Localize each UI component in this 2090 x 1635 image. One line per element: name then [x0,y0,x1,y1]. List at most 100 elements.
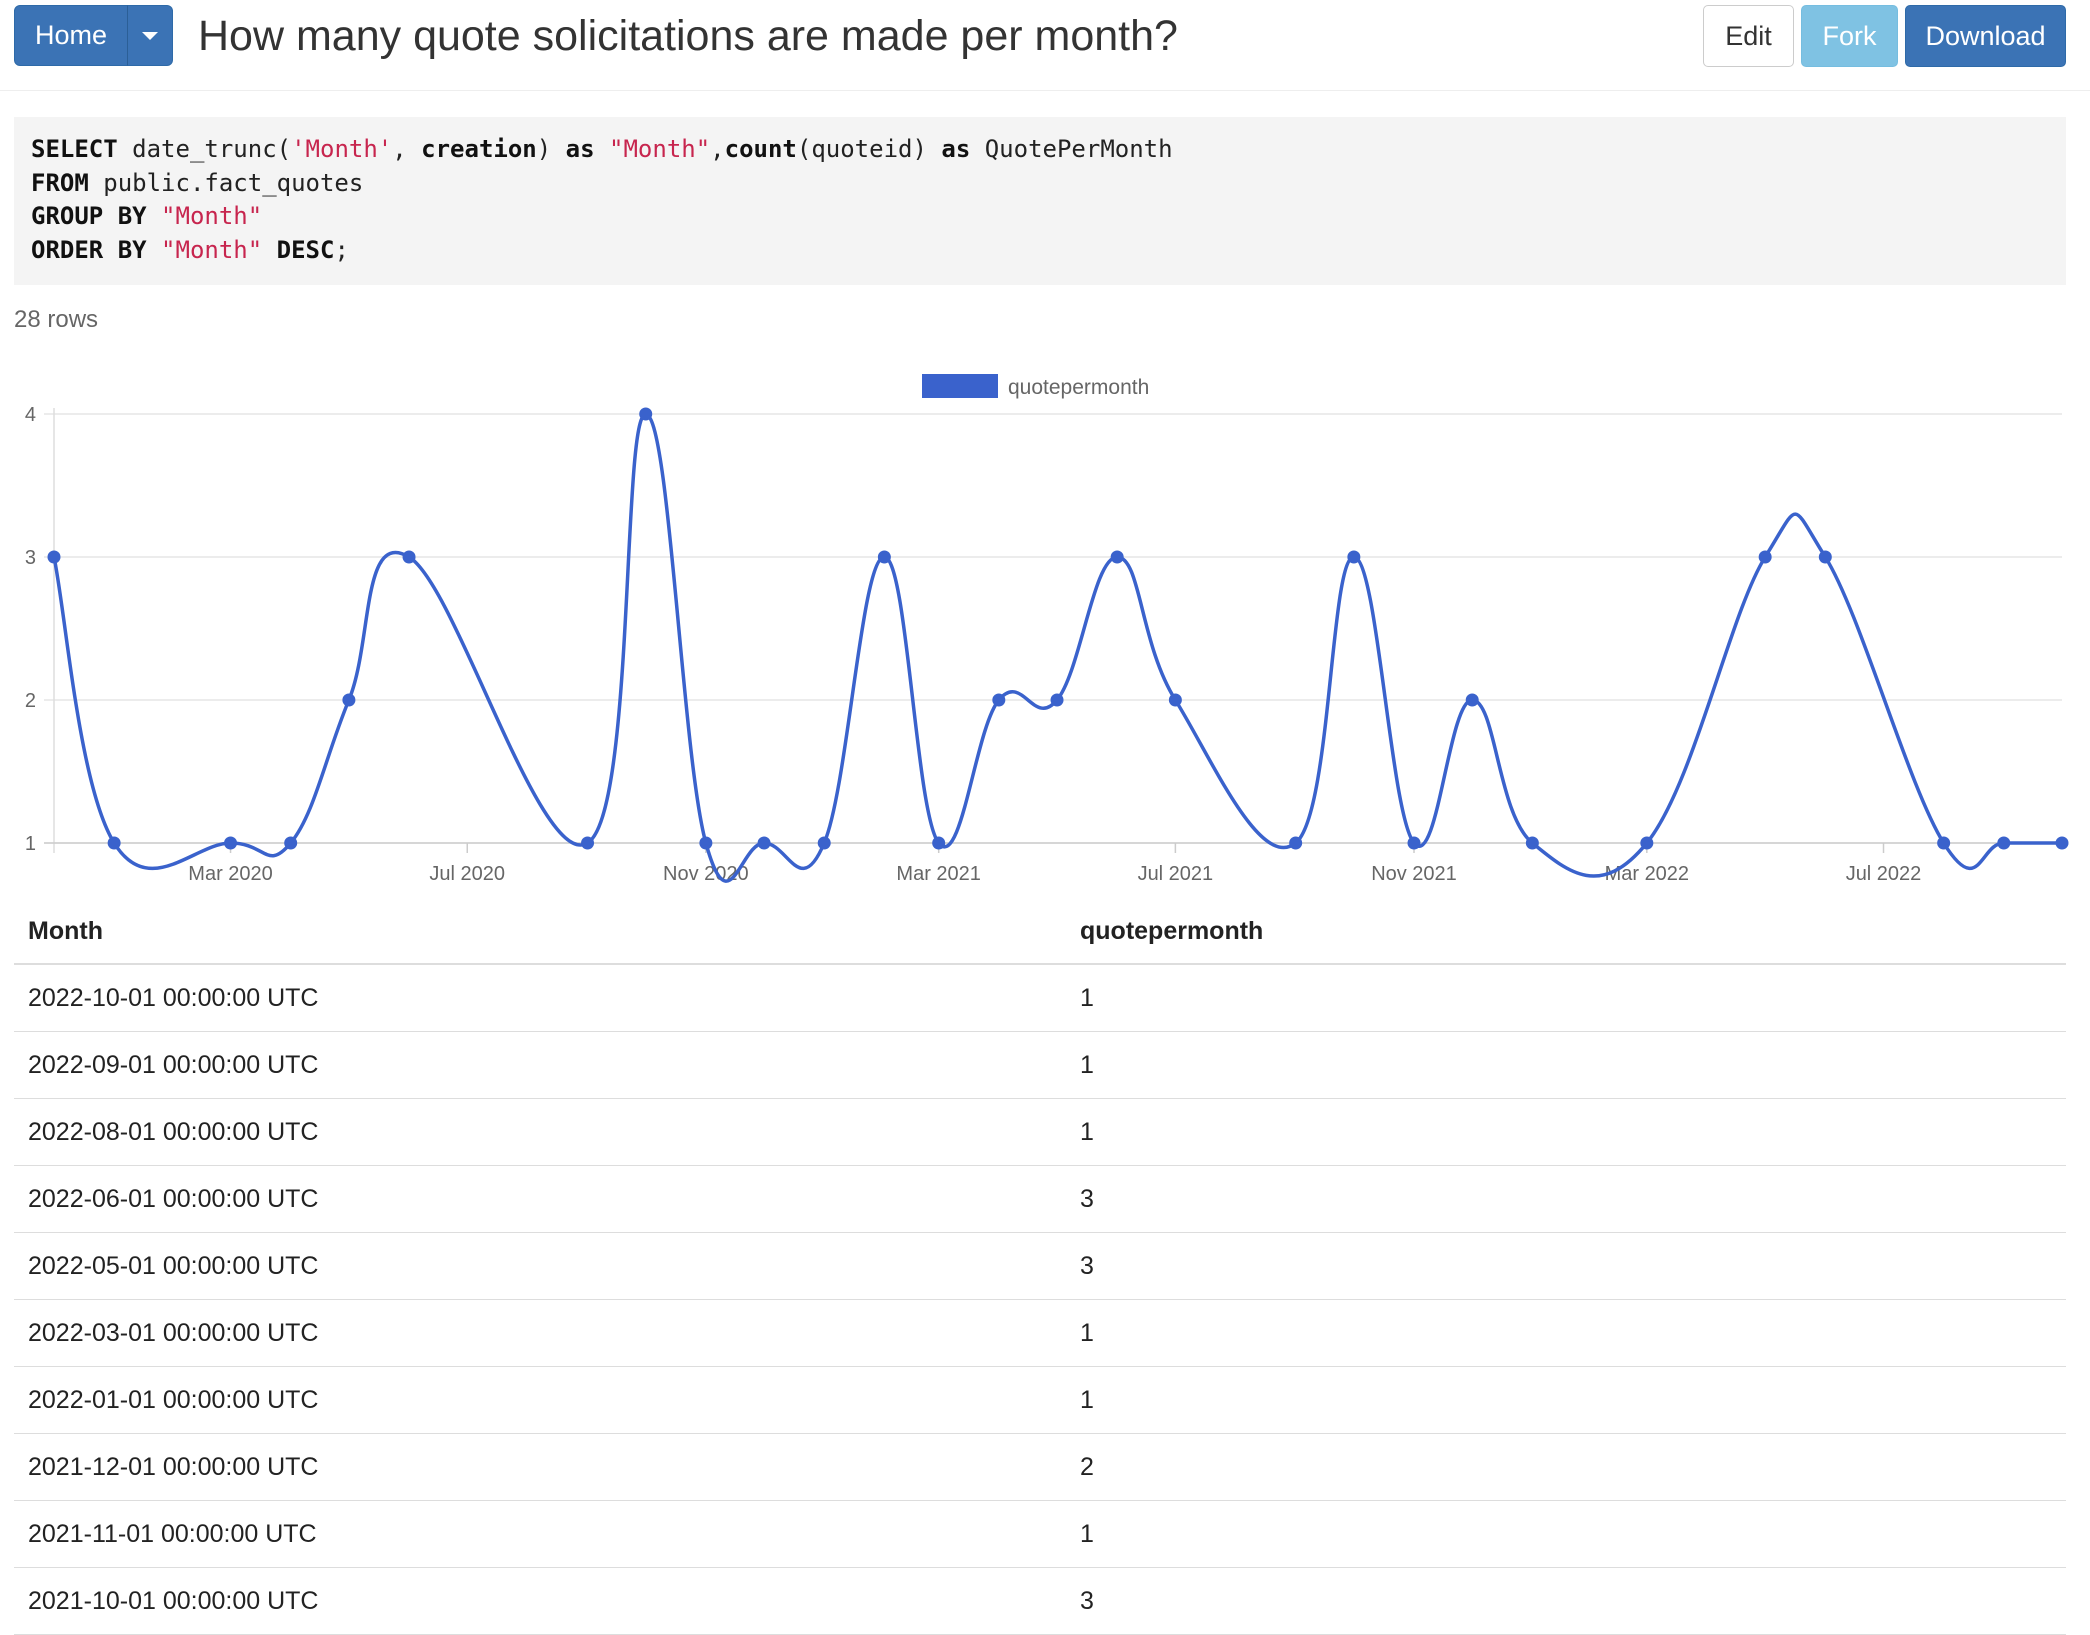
data-point [1758,550,1772,564]
edit-button[interactable]: Edit [1703,5,1794,67]
cell-quotepermonth: 1 [1066,1299,2066,1367]
sql-string: "Month" [609,135,711,163]
data-point [1525,836,1539,850]
y-tick-label: 4 [25,404,36,426]
sql-line: SELECT date_trunc('Month', creation) as … [31,133,2049,167]
table-row: 2022-06-01 00:00:00 UTC 3 [14,1165,2066,1233]
sql-text: , [392,135,422,163]
sql-query-block: SELECT date_trunc('Month', creation) as … [14,117,2066,285]
cell-quotepermonth: 3 [1066,1165,2066,1233]
cell-month: 2022-10-01 00:00:00 UTC [14,964,1066,1032]
cell-quotepermonth: 1 [1066,1366,2066,1434]
fork-button[interactable]: Fork [1801,5,1898,67]
cell-month: 2021-10-01 00:00:00 UTC [14,1567,1066,1635]
sql-keyword: as [565,135,595,163]
legend-swatch [922,374,998,398]
sql-text: public.fact_quotes [88,168,364,197]
sql-text: QuotePerMonth [970,135,1173,163]
data-point [224,836,238,850]
cell-quotepermonth: 1 [1066,964,2066,1032]
cell-quotepermonth: 3 [1066,1567,2066,1635]
table-header-row: Month quotepermonth [14,900,2066,965]
cell-quotepermonth: 1 [1066,1098,2066,1166]
page-title: How many quote solicitations are made pe… [198,12,1178,60]
cell-month: 2021-11-01 00:00:00 UTC [14,1500,1066,1568]
data-point [757,836,771,850]
cell-quotepermonth: 2 [1066,1433,2066,1501]
data-point [284,836,298,850]
sql-text: ) [536,135,566,163]
sql-text: , [710,135,725,163]
sql-keyword: as [941,135,971,163]
sql-keyword: FROM [31,168,89,197]
sql-line: FROM public.fact_quotes [31,167,2049,201]
x-tick-label: Nov 2021 [1371,863,1457,885]
data-point [1937,836,1951,850]
data-point [342,693,356,707]
data-point [992,693,1006,707]
sql-text: (quoteid) [796,135,942,163]
data-point [699,836,713,850]
data-point [1407,836,1421,850]
data-point [1050,693,1064,707]
data-point [107,836,121,850]
column-header-month: Month [14,900,1066,965]
data-point [1168,693,1182,707]
table-row: 2022-01-01 00:00:00 UTC 1 [14,1366,2066,1434]
data-point [639,407,653,421]
sql-text [147,236,161,264]
sql-keyword: count [724,135,797,163]
cell-month: 2022-05-01 00:00:00 UTC [14,1232,1066,1300]
column-header-quotepermonth: quotepermonth [1066,900,2066,965]
download-button[interactable]: Download [1905,5,2066,67]
data-point [1465,693,1479,707]
series-line-quotepermonth [52,412,2062,883]
y-tick-label: 3 [25,547,36,569]
data-point [1818,550,1832,564]
sql-string: "Month" [161,202,263,230]
cell-month: 2021-12-01 00:00:00 UTC [14,1433,1066,1501]
y-tick-label: 1 [25,833,36,855]
sql-text [147,202,161,230]
x-tick-label: Mar 2020 [188,863,273,885]
data-point [932,836,946,850]
data-point [1997,836,2011,850]
cell-month: 2022-03-01 00:00:00 UTC [14,1299,1066,1367]
cell-month: 2022-01-01 00:00:00 UTC [14,1366,1066,1434]
sql-line: GROUP BY "Month" [31,200,2049,234]
cell-quotepermonth: 1 [1066,1031,2066,1099]
x-tick-label: Jul 2020 [429,863,505,885]
table-row: 2021-11-01 00:00:00 UTC 1 [14,1500,2066,1568]
table-row: 2022-05-01 00:00:00 UTC 3 [14,1232,2066,1300]
sql-text: ; [334,235,349,264]
table-row: 2021-10-01 00:00:00 UTC 3 [14,1567,2066,1635]
sql-keyword: ORDER BY [31,235,147,264]
data-point [817,836,831,850]
table-row: 2022-03-01 00:00:00 UTC 1 [14,1299,2066,1367]
table-row: 2021-12-01 00:00:00 UTC 2 [14,1433,2066,1501]
x-tick-label: Jul 2021 [1138,863,1214,885]
sql-string: "Month" [161,235,263,264]
data-point [581,836,595,850]
data-point [1347,550,1361,564]
data-point [1640,836,1654,850]
home-dropdown-toggle[interactable] [127,5,173,66]
cell-month: 2022-06-01 00:00:00 UTC [14,1165,1066,1233]
sql-keyword: GROUP BY [31,202,147,230]
data-point [47,550,61,564]
cell-quotepermonth: 3 [1066,1232,2066,1300]
sql-keyword: SELECT [31,135,118,163]
row-count: 28 rows [14,306,99,333]
x-tick-label: Mar 2021 [896,863,981,885]
sql-line: ORDER BY "Month" DESC; [31,234,2049,268]
sql-text [595,135,609,163]
home-button[interactable]: Home [14,5,128,66]
results-table: Month quotepermonth 2022-10-01 00:00:00 … [14,900,2066,1635]
x-tick-label: Jul 2022 [1846,863,1922,885]
data-point [2055,836,2069,850]
y-tick-label: 2 [25,690,36,712]
caret-down-icon [142,31,158,40]
cell-quotepermonth: 1 [1066,1500,2066,1568]
sql-keyword: creation [421,135,537,163]
